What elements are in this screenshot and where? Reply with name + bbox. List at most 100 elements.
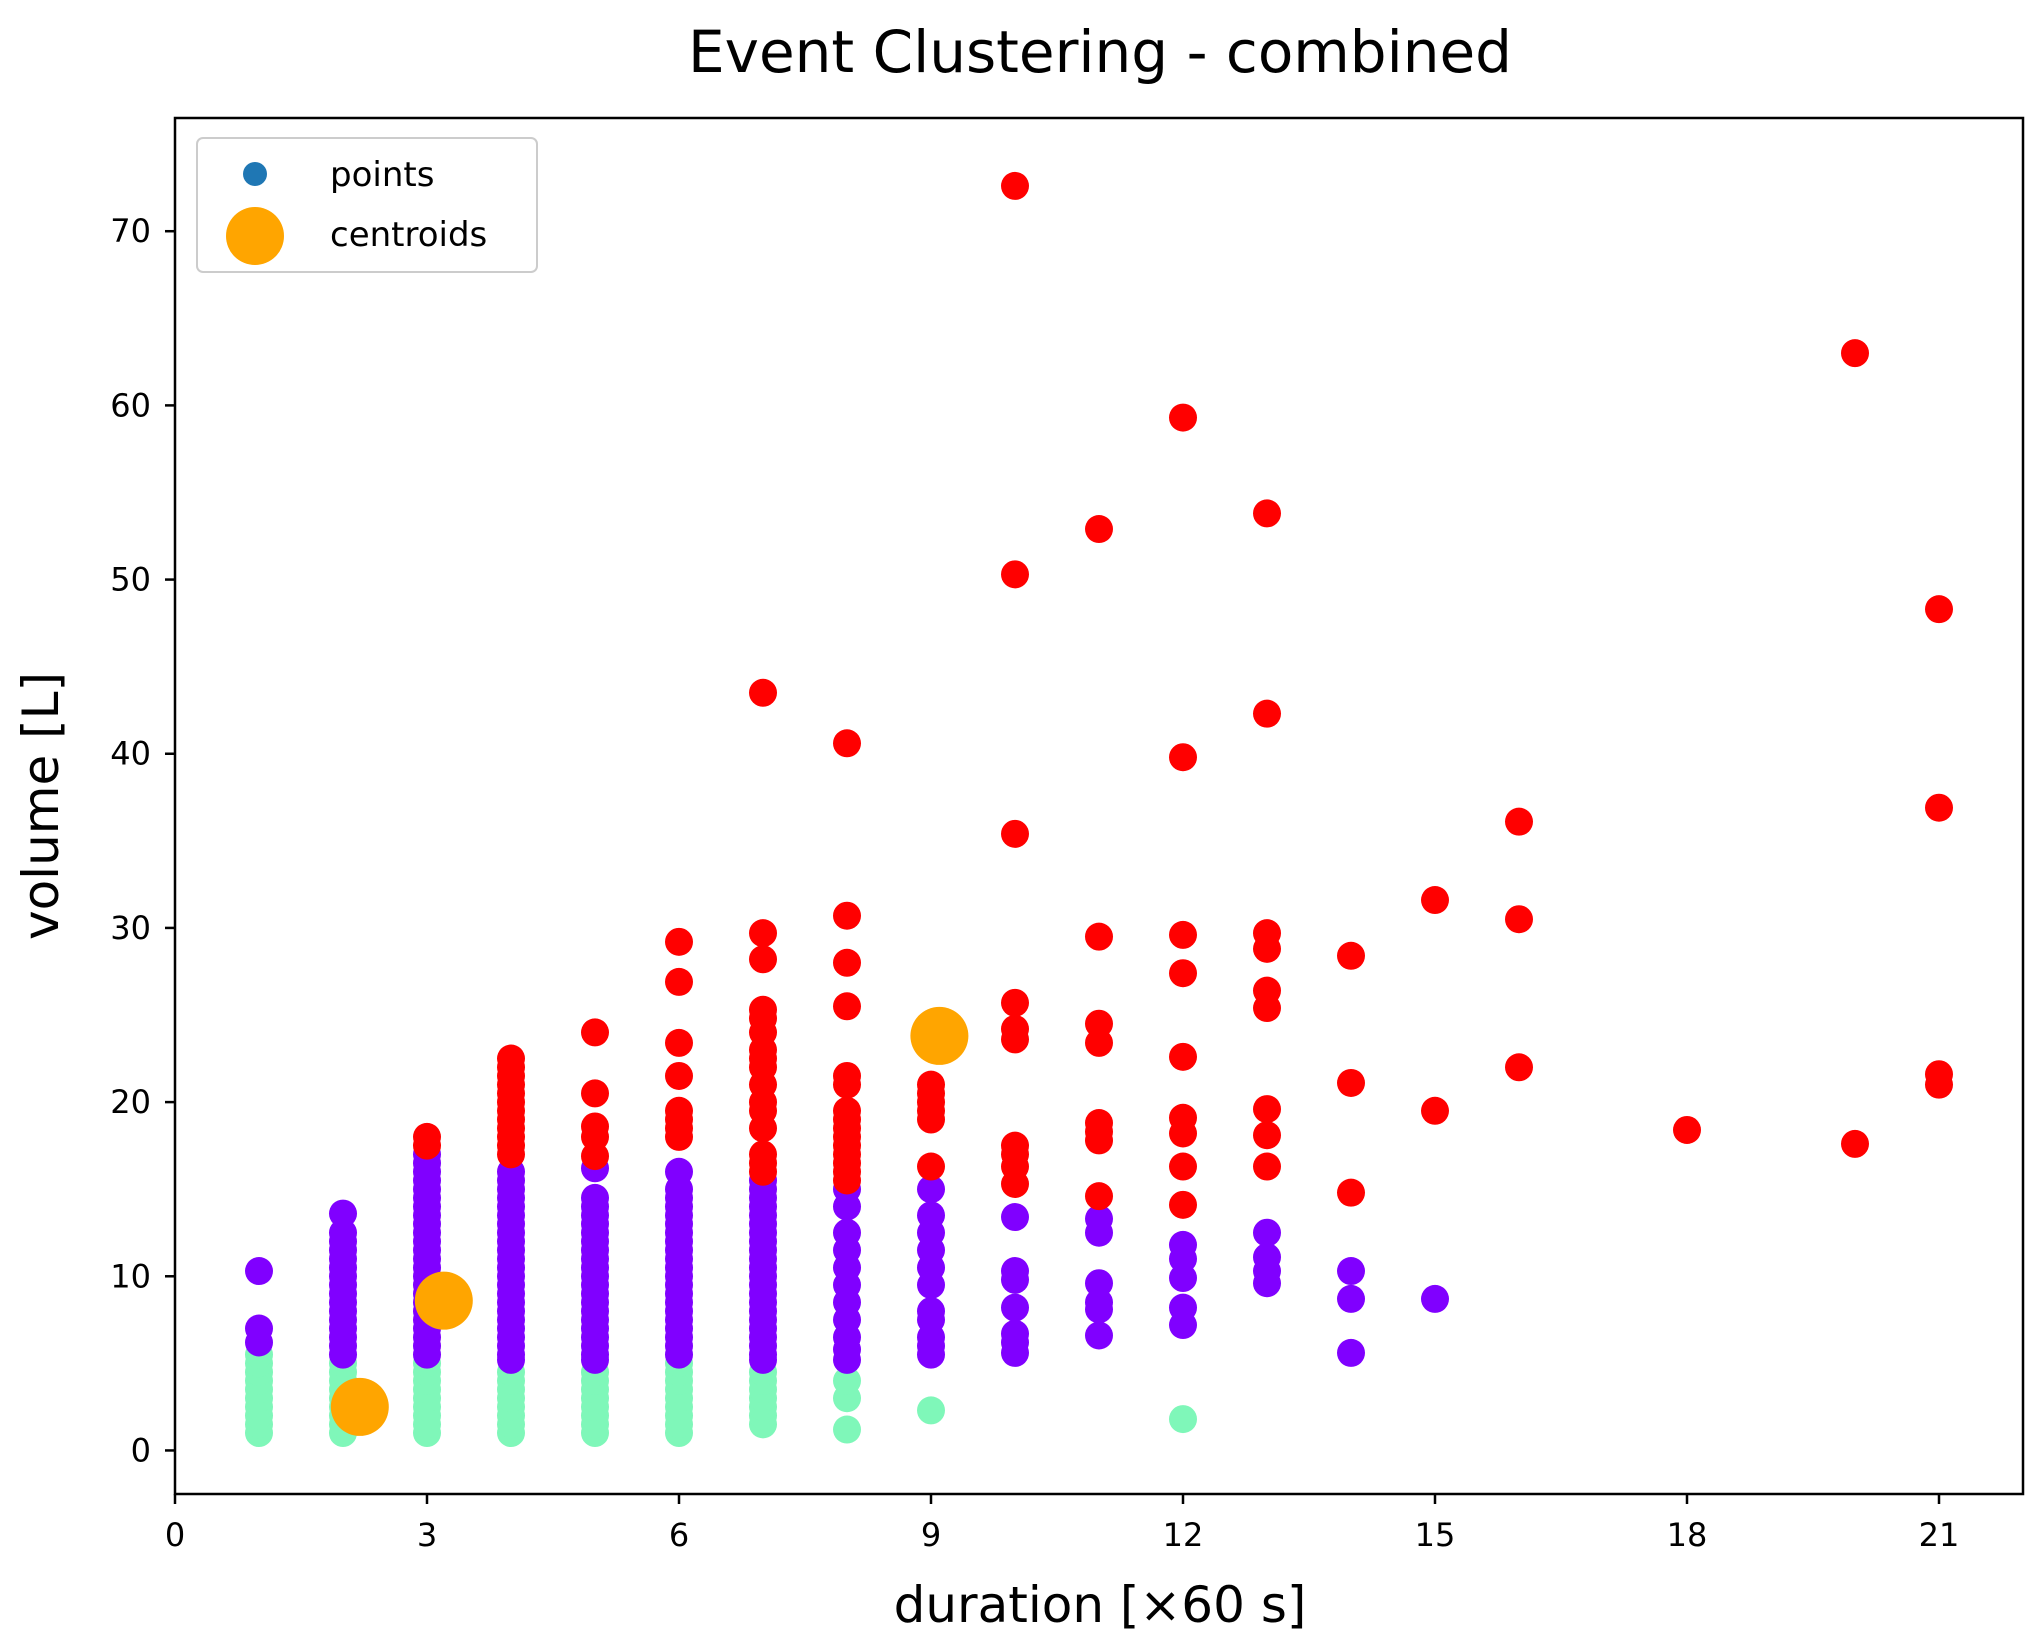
data-point-high — [1169, 1103, 1197, 1132]
data-point-high — [1085, 922, 1113, 951]
data-point-high — [1337, 1068, 1365, 1097]
x-tick-label: 21 — [1919, 1516, 1960, 1554]
centroid-point — [330, 1377, 389, 1436]
chart-title: Event Clustering - combined — [688, 18, 1512, 86]
data-point-high — [749, 678, 777, 707]
data-marks — [245, 171, 1953, 1448]
data-point-low — [1169, 1405, 1197, 1434]
data-point-mid — [245, 1257, 273, 1286]
data-point-high — [1001, 819, 1029, 848]
data-point-high — [749, 1140, 777, 1169]
data-point-low — [833, 1366, 861, 1395]
data-point-high — [1085, 1182, 1113, 1211]
legend-centroids-marker — [226, 207, 284, 265]
data-point-mid — [1253, 1243, 1281, 1272]
plot-frame — [173, 116, 2025, 1496]
data-point-high — [1673, 1115, 1701, 1144]
legend: points centroids — [196, 137, 538, 273]
y-tick-label: 10 — [110, 1257, 151, 1295]
data-point-mid — [1337, 1338, 1365, 1367]
data-point-high — [749, 945, 777, 974]
data-point-high — [497, 1044, 525, 1073]
data-point-high — [749, 995, 777, 1024]
legend-centroids-label: centroids — [330, 215, 487, 255]
data-point-high — [833, 948, 861, 977]
data-point-high — [1253, 499, 1281, 528]
x-tick-label: 18 — [1667, 1516, 1708, 1554]
data-point-high — [1253, 976, 1281, 1005]
legend-points-label: points — [330, 155, 434, 195]
data-point-high — [1253, 1121, 1281, 1150]
data-point-mid — [329, 1199, 357, 1228]
data-point-mid — [665, 1157, 693, 1186]
data-point-mid — [1337, 1257, 1365, 1286]
data-point-mid — [1001, 1319, 1029, 1348]
data-point-mid — [1085, 1204, 1113, 1233]
y-tick-label: 0 — [131, 1431, 151, 1469]
y-tick-label: 60 — [110, 386, 151, 424]
data-point-high — [917, 1070, 945, 1099]
data-point-high — [1337, 1178, 1365, 1207]
data-point-mid — [917, 1297, 945, 1326]
x-tick-label: 12 — [1163, 1516, 1204, 1554]
centroid-point — [910, 1006, 969, 1065]
x-tick-label: 0 — [165, 1516, 185, 1554]
data-point-high — [581, 1079, 609, 1108]
data-point-mid — [1085, 1288, 1113, 1317]
data-point-high — [665, 1061, 693, 1090]
data-point-mid — [1169, 1264, 1197, 1293]
data-point-high — [1505, 807, 1533, 836]
data-point-mid — [1169, 1293, 1197, 1322]
data-point-high — [749, 919, 777, 948]
data-point-high — [1253, 1095, 1281, 1124]
data-point-high — [1085, 1028, 1113, 1057]
data-point-high — [1253, 699, 1281, 728]
data-point-high — [1421, 886, 1449, 915]
y-axis-ticks: 0 10 20 30 40 50 60 70 — [110, 212, 175, 1469]
legend-points-marker — [243, 162, 267, 186]
data-point-mid — [245, 1314, 273, 1343]
x-tick-label: 9 — [921, 1516, 941, 1554]
data-point-high — [1925, 1060, 1953, 1089]
data-point-mid — [1169, 1230, 1197, 1259]
data-point-high — [1169, 1152, 1197, 1181]
data-point-low — [917, 1396, 945, 1425]
data-point-high — [1505, 905, 1533, 934]
data-point-high — [833, 1096, 861, 1125]
data-point-mid — [581, 1183, 609, 1212]
data-point-mid — [1085, 1321, 1113, 1350]
x-tick-label: 6 — [669, 1516, 689, 1554]
data-point-high — [1253, 919, 1281, 948]
data-point-high — [413, 1122, 441, 1151]
data-point-mid — [329, 1218, 357, 1247]
data-point-high — [581, 1112, 609, 1141]
data-point-high — [1169, 959, 1197, 988]
data-point-high — [665, 927, 693, 956]
data-point-mid — [917, 1175, 945, 1204]
data-point-high — [1001, 1131, 1029, 1160]
data-point-high — [1925, 793, 1953, 822]
data-point-high — [1337, 941, 1365, 970]
data-point-mid — [1001, 1257, 1029, 1286]
data-point-high — [1253, 1152, 1281, 1181]
data-point-high — [1841, 339, 1869, 368]
data-point-high — [1421, 1096, 1449, 1125]
y-tick-label: 50 — [110, 561, 151, 599]
data-point-mid — [833, 1218, 861, 1247]
data-point-high — [1085, 515, 1113, 544]
data-point-mid — [917, 1201, 945, 1230]
data-point-mid — [1253, 1218, 1281, 1247]
y-tick-label: 70 — [110, 212, 151, 250]
x-axis-ticks: 0 3 6 9 12 15 18 21 — [165, 1494, 1960, 1554]
data-point-high — [1085, 1009, 1113, 1038]
data-point-mid — [1001, 1203, 1029, 1232]
data-point-high — [581, 1018, 609, 1047]
x-tick-label: 3 — [417, 1516, 437, 1554]
x-axis-label: duration [×60 s] — [894, 1576, 1307, 1634]
data-point-high — [833, 1061, 861, 1090]
data-point-mid — [1001, 1293, 1029, 1322]
data-point-mid — [1085, 1269, 1113, 1298]
x-tick-label: 15 — [1415, 1516, 1456, 1554]
data-point-high — [1925, 595, 1953, 624]
